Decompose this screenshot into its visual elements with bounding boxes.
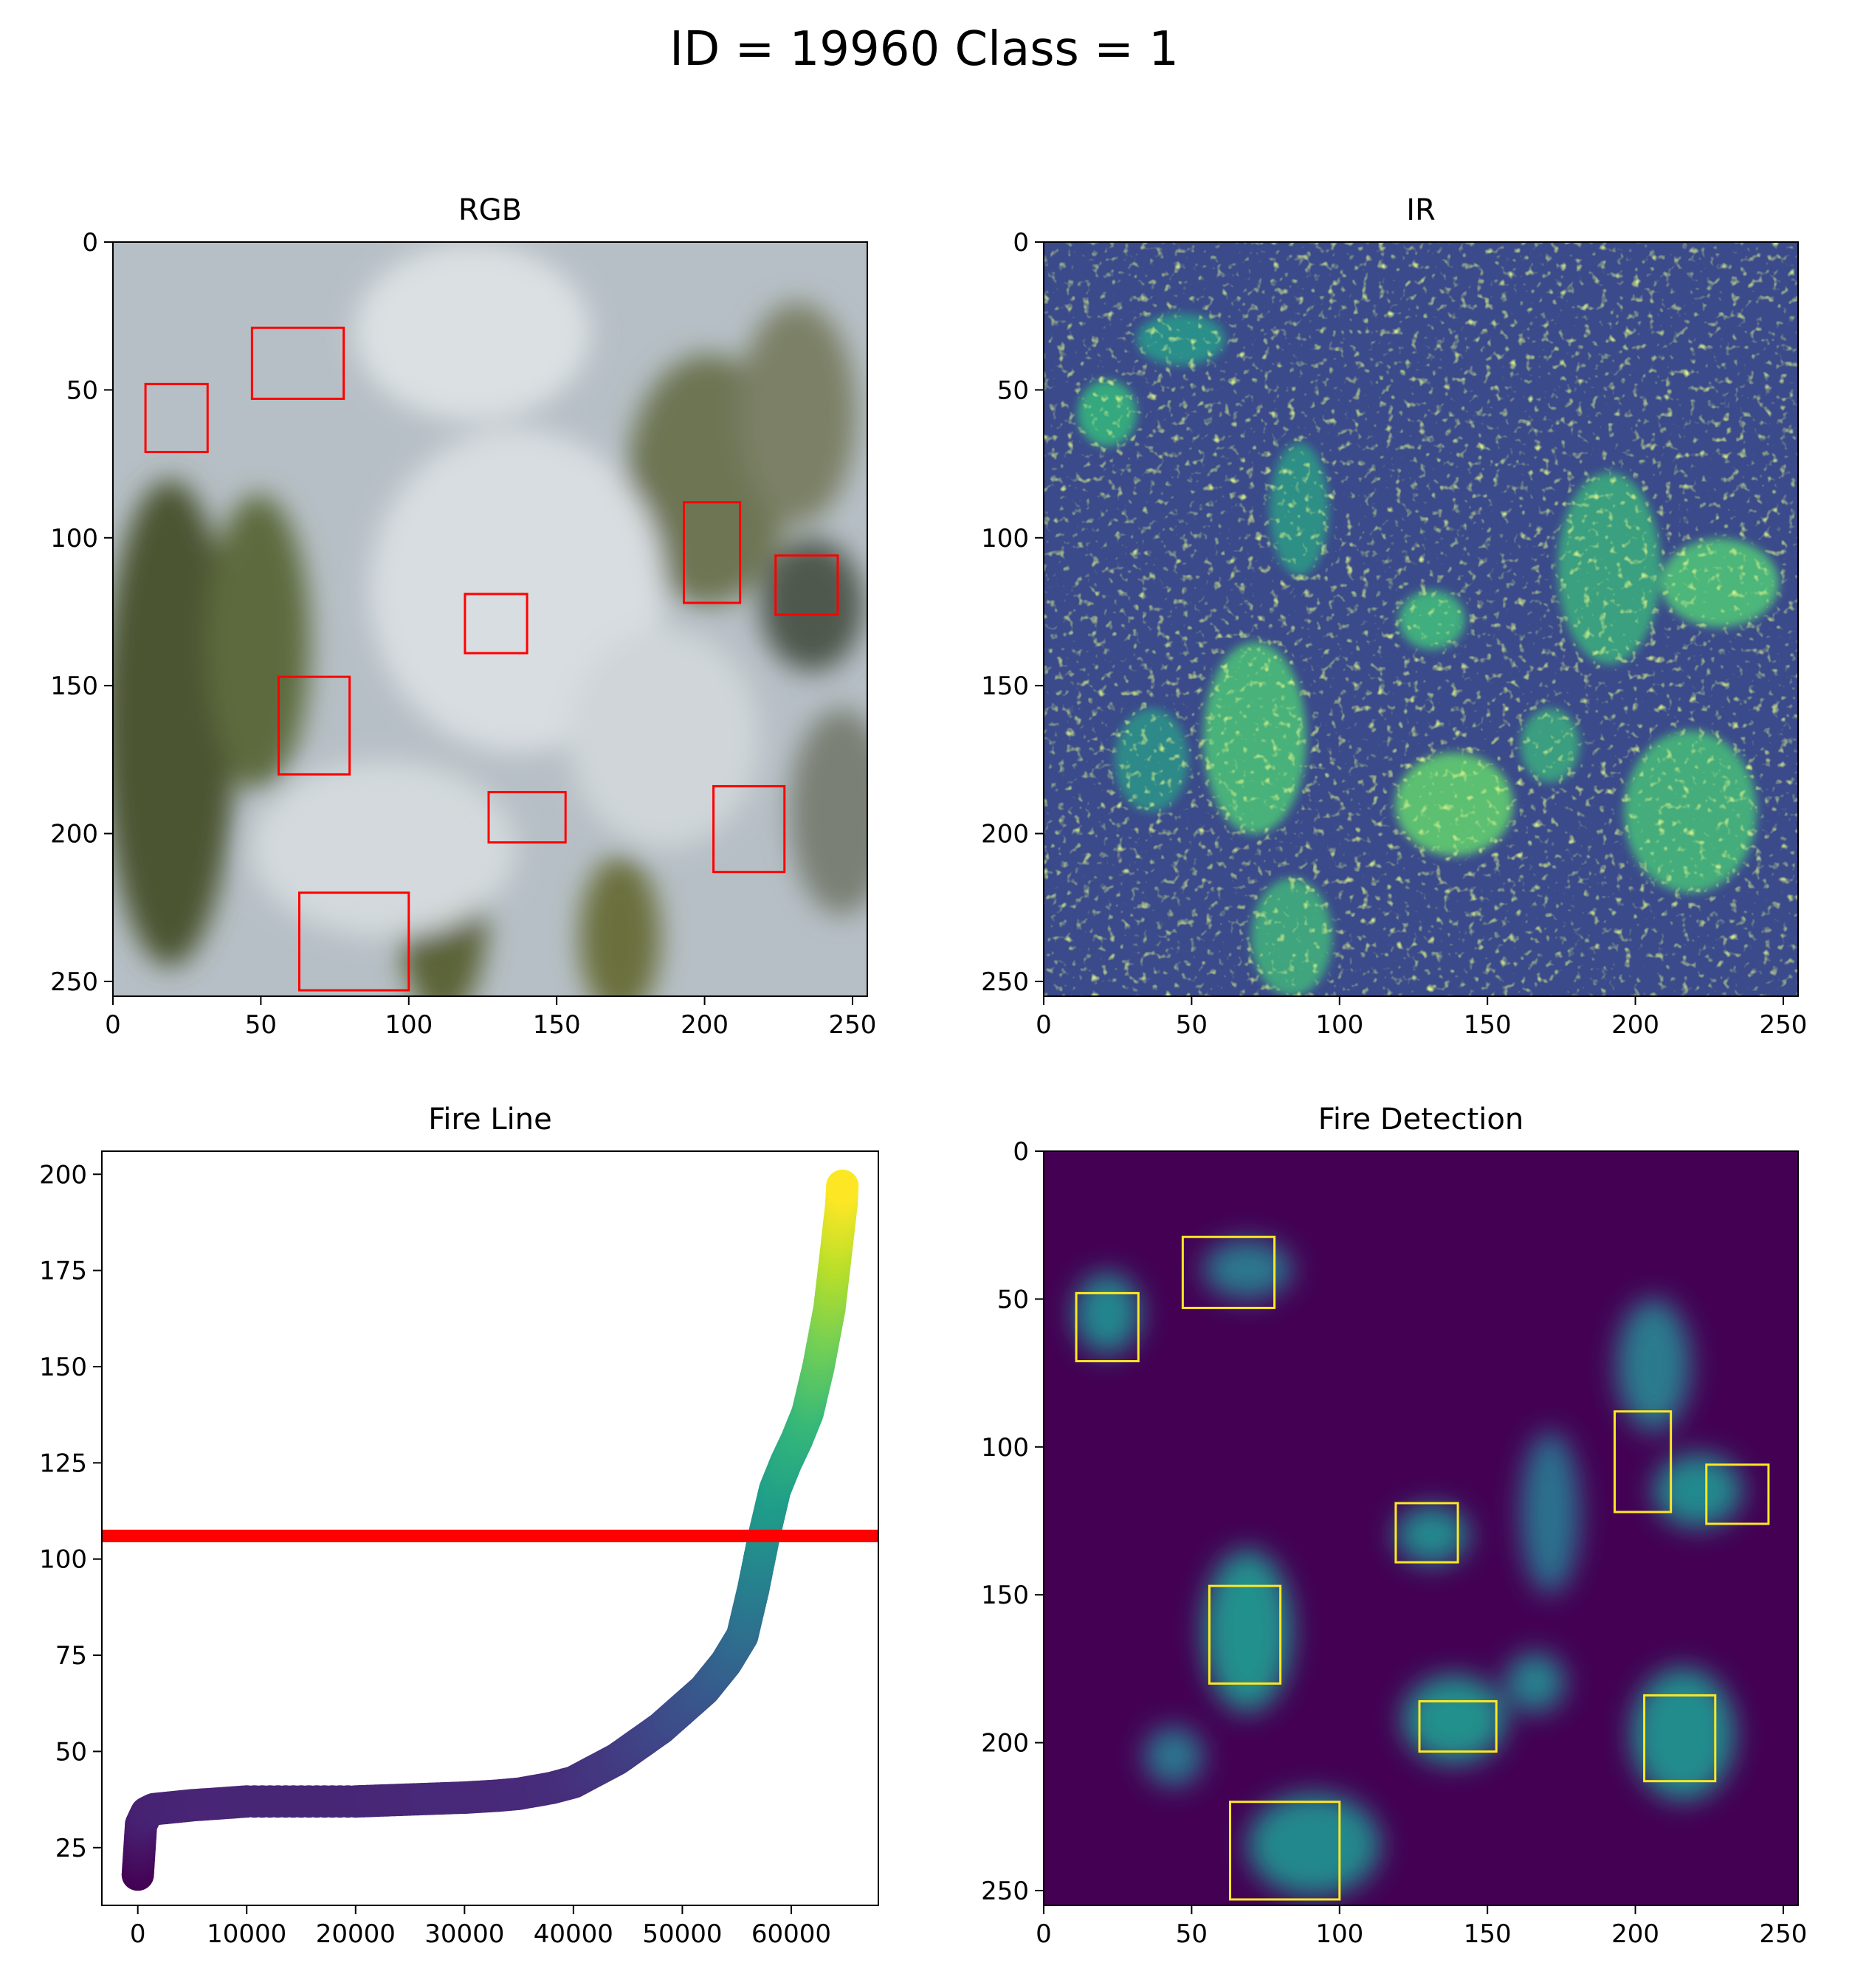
fire-detection-box xyxy=(1705,1463,1770,1525)
rgb-box xyxy=(144,382,209,454)
rgb-ytick-label: 100 xyxy=(50,524,98,553)
fire-line-title: Fire Line xyxy=(428,1102,551,1136)
rgb-ytick-label: 150 xyxy=(50,672,98,701)
fire-detection-xtick-label: 200 xyxy=(1611,1919,1659,1949)
fire-line-xtick-label: 0 xyxy=(130,1919,146,1949)
fire-line-xtick-label: 50000 xyxy=(642,1919,722,1949)
ir-frame xyxy=(1043,241,1799,997)
fire-detection-box xyxy=(1208,1584,1282,1685)
fire-line-ytick-label: 125 xyxy=(39,1449,87,1478)
rgb-box xyxy=(250,326,345,400)
rgb-xtick-label: 250 xyxy=(829,1010,877,1040)
rgb-xtick-label: 100 xyxy=(385,1010,433,1040)
rgb-xtick-label: 50 xyxy=(245,1010,277,1040)
ir-ytick-label: 250 xyxy=(981,967,1029,997)
fire-detection-xtick-label: 50 xyxy=(1176,1919,1208,1949)
rgb-xtick-label: 150 xyxy=(533,1010,581,1040)
rgb-box xyxy=(277,675,351,776)
ir-xtick-label: 250 xyxy=(1760,1010,1808,1040)
ir-ytick-label: 50 xyxy=(997,376,1029,405)
fire-line-ytick-label: 25 xyxy=(55,1834,87,1863)
fire-detection-xtick-label: 250 xyxy=(1760,1919,1808,1949)
rgb-box xyxy=(487,790,567,844)
fire-detection-box xyxy=(1394,1502,1459,1564)
fire-line-ytick-label: 200 xyxy=(39,1160,87,1190)
ir-ytick-label: 100 xyxy=(981,524,1029,553)
fire-line-ytick-label: 150 xyxy=(39,1353,87,1382)
ir-title: IR xyxy=(1406,193,1436,227)
fire-line-points xyxy=(121,1169,859,1891)
ir-xtick-label: 150 xyxy=(1464,1010,1512,1040)
rgb-xtick-label: 0 xyxy=(105,1010,121,1040)
figure-title: ID = 19960 Class = 1 xyxy=(669,22,1179,77)
rgb-ytick-label: 0 xyxy=(82,228,98,258)
rgb-box xyxy=(712,784,786,874)
fire-line-xtick-label: 60000 xyxy=(751,1919,831,1949)
rgb-ytick-label: 250 xyxy=(50,967,98,997)
rgb-box xyxy=(297,891,410,992)
fire-detection-xtick-label: 150 xyxy=(1464,1919,1512,1949)
fire-line-frame xyxy=(101,1150,879,1906)
fire-detection-image xyxy=(1044,1151,1798,1905)
fire-detection-box xyxy=(1643,1694,1717,1783)
fire-detection-panel: Fire Detection 0 50 100 150 200 2500501001502… xyxy=(981,1102,1807,1949)
ir-ytick-label: 150 xyxy=(981,672,1029,701)
fire-line-xtick-label: 40000 xyxy=(534,1919,613,1949)
rgb-frame xyxy=(112,241,868,997)
rgb-image xyxy=(113,242,867,996)
fire-detection-ytick-label: 50 xyxy=(997,1285,1029,1314)
rgb-boxes xyxy=(144,326,839,992)
fire-line-xtick-label: 20000 xyxy=(316,1919,396,1949)
rgb-title: RGB xyxy=(458,193,522,227)
fire-detection-ytick-label: 150 xyxy=(981,1581,1029,1610)
fire-detection-ytick-label: 200 xyxy=(981,1729,1029,1759)
fire-detection-ytick-label: 250 xyxy=(981,1877,1029,1906)
ir-xtick-label: 50 xyxy=(1176,1010,1208,1040)
rgb-ytick-label: 50 xyxy=(66,376,98,405)
fire-line-ytick-label: 175 xyxy=(39,1257,87,1286)
ir-image xyxy=(1044,242,1798,996)
fire-detection-title: Fire Detection xyxy=(1318,1102,1523,1136)
fire-line-ytick-label: 100 xyxy=(39,1545,87,1575)
rgb-box xyxy=(683,501,742,604)
fire-line-point xyxy=(826,1169,859,1202)
rgb-xtick-label: 200 xyxy=(681,1010,729,1040)
fire-detection-box xyxy=(1181,1235,1276,1309)
fire-line-xtick-label: 30000 xyxy=(424,1919,504,1949)
ir-ytick-label: 200 xyxy=(981,820,1029,849)
fire-line-ytick-label: 50 xyxy=(55,1737,87,1767)
ir-xtick-label: 100 xyxy=(1315,1010,1363,1040)
fire-detection-boxes xyxy=(1075,1235,1770,1901)
ir-xtick-label: 200 xyxy=(1611,1010,1659,1040)
ir-xtick-label: 0 xyxy=(1036,1010,1052,1040)
rgb-box xyxy=(774,554,839,616)
fire-line-axes: 0 10000 20000 30000 40000 50000 60000 25 50 75 100… xyxy=(39,1160,831,1949)
fire-detection-xtick-label: 0 xyxy=(1036,1919,1052,1949)
rgb-box xyxy=(464,593,528,655)
rgb-ytick-label: 200 xyxy=(50,820,98,849)
fire-detection-frame xyxy=(1043,1150,1799,1906)
fire-detection-xtick-label: 100 xyxy=(1315,1919,1363,1949)
fire-detection-ytick-label: 100 xyxy=(981,1433,1029,1463)
fire-detection-box xyxy=(1075,1291,1140,1363)
fire-line-xtick-label: 10000 xyxy=(207,1919,286,1949)
fire-detection-box xyxy=(1614,1410,1673,1514)
fire-detection-box xyxy=(1418,1699,1498,1753)
fire-line-panel: Fire Line 0 10000 20000 30000 40000 50000 6000… xyxy=(39,1102,879,1949)
fire-line-ytick-label: 75 xyxy=(55,1641,87,1671)
ir-ytick-label: 0 xyxy=(1013,228,1029,258)
fire-detection-ytick-label: 0 xyxy=(1013,1137,1029,1167)
fire-detection-box xyxy=(1228,1801,1341,1901)
